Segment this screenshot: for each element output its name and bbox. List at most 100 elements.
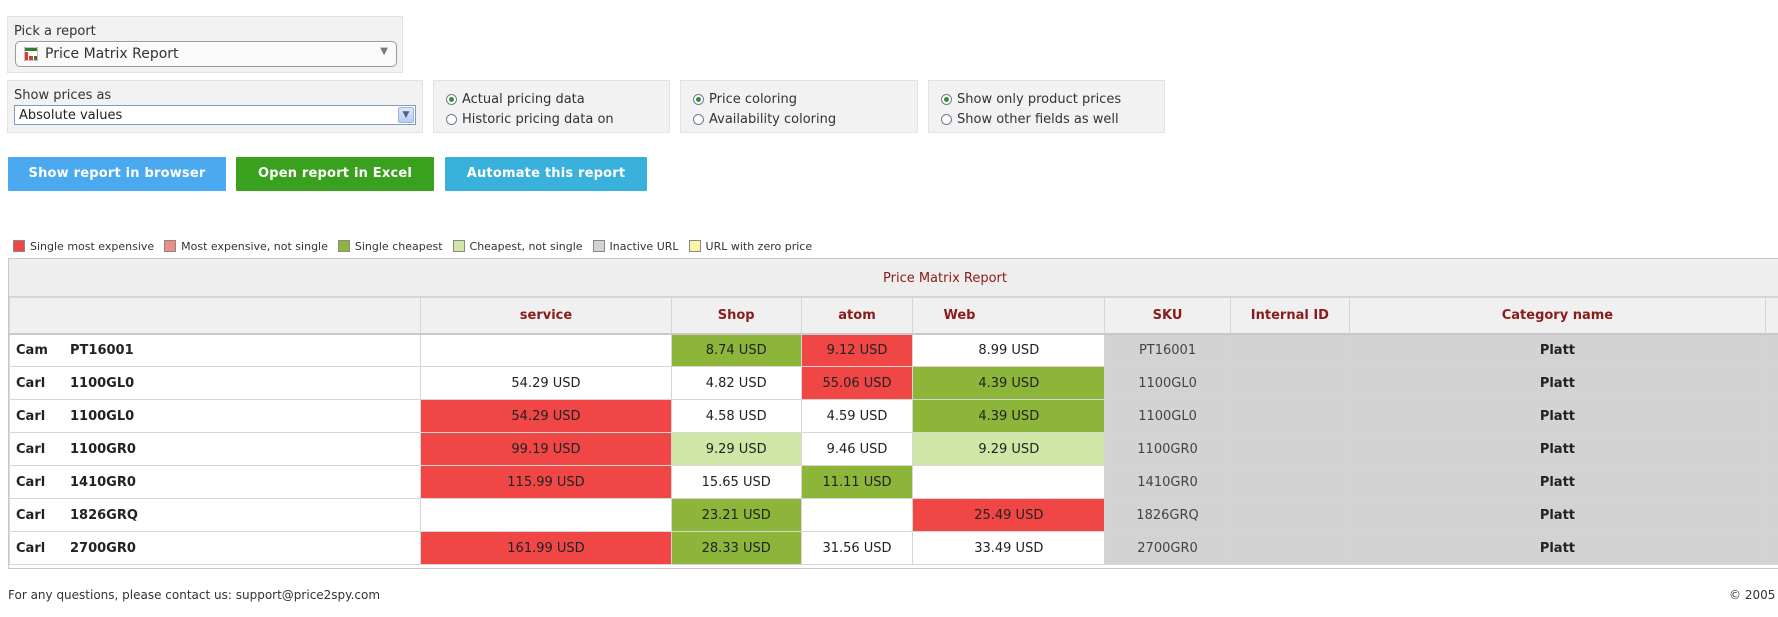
product-model: 1410GR0 (70, 474, 136, 490)
column-header-web[interactable]: Web (912, 297, 1106, 335)
price-cell[interactable]: 28.33 USD (670, 531, 802, 565)
column-header-sku[interactable]: SKU (1104, 297, 1231, 335)
legend-item: Inactive URL (592, 240, 679, 253)
category-cell: Platt (1348, 399, 1767, 433)
price-cell[interactable] (800, 498, 914, 532)
report-select[interactable]: Price Matrix Report ▼ (15, 41, 397, 67)
pick-report-panel: Pick a report Price Matrix Report ▼ (7, 16, 403, 73)
price-cell[interactable]: 31.56 USD (800, 531, 914, 565)
radio-historic-pricing[interactable]: Historic pricing data on (446, 110, 614, 128)
internal-id-cell (1229, 432, 1350, 466)
column-header-service[interactable]: service (420, 297, 672, 335)
table-row: Carl 1100GR0 99.19 USD 9.29 USD 9.46 USD 9.29… (8, 432, 1778, 466)
price-cell[interactable]: 54.29 USD (420, 366, 672, 400)
radio-button[interactable] (941, 93, 952, 105)
price-cell[interactable]: 9.29 USD (912, 432, 1106, 466)
legend-label: Single most expensive (30, 239, 155, 253)
product-brand: Carl (16, 507, 46, 523)
product-name-cell: Carl 1100GL0 (8, 366, 422, 400)
column-header (8, 297, 422, 335)
radio-other-fields[interactable]: Show other fields as well (941, 110, 1119, 128)
legend-swatch (452, 240, 465, 252)
show-prices-value: Absolute values (19, 108, 123, 123)
price-cell[interactable]: 25.49 USD (912, 498, 1106, 532)
radio-only-prices[interactable]: Show only product prices (941, 90, 1121, 108)
table-row: Carl 1100GL0 54.29 USD 4.82 USD 55.06 USD 4.3… (8, 366, 1778, 400)
internal-id-cell (1229, 531, 1350, 565)
data-source-panel: Actual pricing data Historic pricing dat… (433, 80, 670, 133)
price-cell[interactable]: 115.99 USD (420, 465, 672, 499)
radio-label: Historic pricing data on (462, 111, 614, 127)
footer-copyright: © 2005 (1729, 588, 1776, 602)
category-cell: Platt (1348, 432, 1767, 466)
sku-cell: 2700GR0 (1104, 531, 1231, 565)
price-cell[interactable]: 161.99 USD (420, 531, 672, 565)
radio-button[interactable] (693, 113, 704, 125)
trailing-cell (1765, 366, 1778, 400)
price-cell[interactable]: 33.49 USD (912, 531, 1106, 565)
internal-id-cell (1229, 465, 1350, 499)
price-cell[interactable]: 55.06 USD (800, 366, 914, 400)
coloring-panel: Price coloring Availability coloring (680, 80, 918, 133)
price-cell[interactable]: 99.19 USD (420, 432, 672, 466)
price-cell[interactable]: 8.74 USD (670, 333, 802, 367)
open-report-excel-button[interactable]: Open report in Excel (236, 157, 434, 191)
price-cell[interactable]: 23.21 USD (670, 498, 802, 532)
pick-report-label: Pick a report (14, 24, 96, 39)
category-cell: Platt (1348, 531, 1767, 565)
price-cell[interactable]: 9.46 USD (800, 432, 914, 466)
radio-availability-coloring[interactable]: Availability coloring (693, 110, 836, 128)
product-model: 1100GR0 (70, 441, 136, 457)
sku-cell: PT16001 (1104, 333, 1231, 367)
table-row: Cam PT16001 8.74 USD 9.12 USD 8.99 USD PT1600… (8, 333, 1778, 367)
show-prices-select[interactable]: Absolute values ▼ (14, 105, 416, 125)
sku-cell: 1826GRQ (1104, 498, 1231, 532)
dropdown-arrow-icon[interactable]: ▼ (398, 107, 414, 123)
legend-swatch (337, 240, 350, 252)
legend-item: Cheapest, not single (452, 240, 583, 253)
internal-id-cell (1229, 333, 1350, 367)
price-cell[interactable] (420, 333, 672, 367)
chevron-down-icon: ▼ (380, 46, 388, 57)
price-cell[interactable]: 4.59 USD (800, 399, 914, 433)
footer-contact: For any questions, please contact us: su… (8, 588, 381, 602)
price-matrix-table: service Shop atom Web SKU Internal ID Ca… (8, 297, 1778, 565)
radio-actual-pricing[interactable]: Actual pricing data (446, 90, 585, 108)
show-report-browser-button[interactable]: Show report in browser (8, 157, 226, 191)
price-cell[interactable]: 4.39 USD (912, 399, 1106, 433)
price-cell[interactable]: 54.29 USD (420, 399, 672, 433)
product-brand: Carl (16, 474, 46, 490)
price-cell[interactable]: 4.39 USD (912, 366, 1106, 400)
price-cell[interactable]: 9.12 USD (800, 333, 914, 367)
radio-button[interactable] (446, 93, 457, 105)
price-cell[interactable]: 8.99 USD (912, 333, 1106, 367)
category-cell: Platt (1348, 498, 1767, 532)
radio-button[interactable] (941, 113, 952, 125)
price-cell[interactable]: 9.29 USD (670, 432, 802, 466)
legend-swatch (688, 240, 701, 252)
price-cell[interactable]: 15.65 USD (670, 465, 802, 499)
price-cell[interactable] (912, 465, 1106, 499)
product-brand: Carl (16, 540, 46, 556)
sku-cell: 1100GL0 (1104, 366, 1231, 400)
fields-panel: Show only product prices Show other fiel… (928, 80, 1165, 133)
report-table-container: Price Matrix Report service Shop atom We… (8, 258, 1778, 569)
product-model: PT16001 (70, 342, 134, 358)
price-cell[interactable] (420, 498, 672, 532)
price-cell[interactable]: 4.58 USD (670, 399, 802, 433)
price-cell[interactable]: 4.82 USD (670, 366, 802, 400)
report-title-bar: Price Matrix Report (9, 259, 1778, 297)
trailing-cell (1765, 531, 1778, 565)
category-cell: Platt (1348, 333, 1767, 367)
radio-button[interactable] (446, 113, 457, 125)
automate-report-button[interactable]: Automate this report (445, 157, 647, 191)
price-cell[interactable]: 11.11 USD (800, 465, 914, 499)
radio-label: Actual pricing data (462, 91, 585, 107)
column-header-shop[interactable]: Shop (670, 297, 802, 335)
column-header-internal-id[interactable]: Internal ID (1229, 297, 1350, 335)
column-header-atom[interactable]: atom (800, 297, 914, 335)
radio-price-coloring[interactable]: Price coloring (693, 90, 797, 108)
column-header-category[interactable]: Category name (1348, 297, 1767, 335)
table-body: Cam PT16001 8.74 USD 9.12 USD 8.99 USD PT1600… (8, 333, 1778, 565)
radio-button[interactable] (693, 93, 704, 105)
